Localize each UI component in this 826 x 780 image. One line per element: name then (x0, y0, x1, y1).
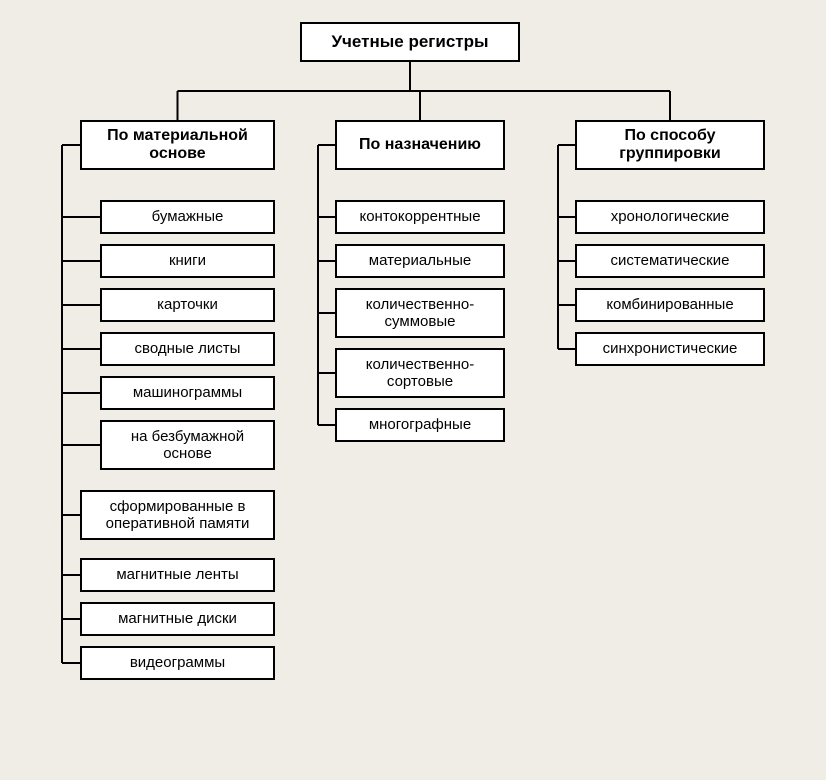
col1-item-3: количественно-сортовые (335, 348, 505, 398)
col0-item-0: бумажные (100, 200, 275, 234)
col0-item-4: машинограммы (100, 376, 275, 410)
col0-item-2: карточки (100, 288, 275, 322)
col2-header-label: По способу группировки (583, 127, 757, 164)
col0-header-label: По материальной основе (88, 127, 267, 164)
col2-header: По способу группировки (575, 120, 765, 170)
item-label: машинограммы (133, 384, 242, 401)
item-label: сводные листы (135, 340, 241, 357)
item-label: комбинированные (606, 296, 733, 313)
item-label: видеограммы (130, 654, 225, 671)
col0-item-6: сформированные в оперативной памяти (80, 490, 275, 540)
item-label: материальные (369, 252, 471, 269)
col0-item-8: магнитные диски (80, 602, 275, 636)
col0-item-1: книги (100, 244, 275, 278)
col1-item-0: контокоррентные (335, 200, 505, 234)
root-node: Учетные регистры (300, 22, 520, 62)
col2-item-0: хронологические (575, 200, 765, 234)
item-label: хронологические (611, 208, 730, 225)
col1-item-4: многографные (335, 408, 505, 442)
col1-item-1: материальные (335, 244, 505, 278)
item-label: на безбумажной основе (108, 428, 267, 463)
item-label: книги (169, 252, 206, 269)
item-label: контокоррентные (359, 208, 480, 225)
root-label: Учетные регистры (331, 32, 488, 52)
item-label: магнитные диски (118, 610, 237, 627)
col0-item-9: видеограммы (80, 646, 275, 680)
item-label: количественно-сортовые (343, 356, 497, 391)
item-label: сформированные в оперативной памяти (88, 498, 267, 533)
item-label: систематические (611, 252, 730, 269)
col0-item-7: магнитные ленты (80, 558, 275, 592)
item-label: количественно-суммовые (343, 296, 497, 331)
item-label: карточки (157, 296, 218, 313)
col1-header: По назначению (335, 120, 505, 170)
item-label: магнитные ленты (116, 566, 238, 583)
col0-header: По материальной основе (80, 120, 275, 170)
col1-header-label: По назначению (359, 136, 481, 154)
col1-item-2: количественно-суммовые (335, 288, 505, 338)
col2-item-1: систематические (575, 244, 765, 278)
item-label: синхронистические (603, 340, 738, 357)
item-label: многографные (369, 416, 471, 433)
col0-item-3: сводные листы (100, 332, 275, 366)
item-label: бумажные (152, 208, 224, 225)
col2-item-3: синхронистические (575, 332, 765, 366)
col2-item-2: комбинированные (575, 288, 765, 322)
col0-item-5: на безбумажной основе (100, 420, 275, 470)
diagram-canvas: Учетные регистры По материальной основе … (0, 0, 826, 780)
